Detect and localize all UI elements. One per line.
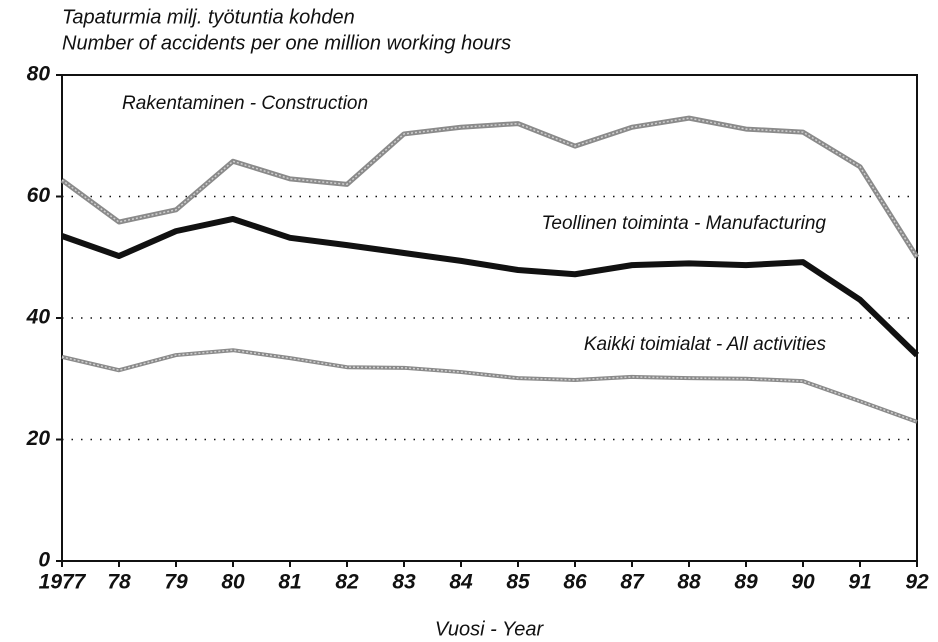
x-tick-label: 85 bbox=[506, 571, 530, 594]
y-tick-label: 80 bbox=[27, 63, 51, 86]
x-axis-label: Vuosi - Year bbox=[435, 618, 545, 640]
y-tick-label: 60 bbox=[27, 184, 51, 207]
x-tick-label: 92 bbox=[905, 571, 929, 594]
x-tick-label: 78 bbox=[107, 571, 131, 594]
x-tick-label: 82 bbox=[335, 571, 359, 594]
y-tick-label: 20 bbox=[26, 427, 51, 450]
x-tick-label: 90 bbox=[791, 571, 815, 594]
series-line bbox=[61, 215, 920, 358]
x-tick-label: 81 bbox=[278, 571, 301, 594]
series-line bbox=[60, 115, 920, 259]
x-tick-label: 84 bbox=[449, 571, 473, 594]
y-tick-label: 40 bbox=[26, 306, 51, 329]
x-tick-label: 86 bbox=[563, 571, 587, 594]
x-tick-label: 83 bbox=[392, 571, 416, 594]
series-line-texture bbox=[61, 117, 918, 258]
y-tick-label: 0 bbox=[38, 549, 50, 572]
x-tick-label: 88 bbox=[677, 571, 701, 594]
x-tick-label: 80 bbox=[221, 571, 245, 594]
x-tick-label: 91 bbox=[848, 571, 871, 594]
chart-title: Tapaturmia milj. työtuntia kohden bbox=[62, 6, 355, 28]
series-label: Teollinen toiminta - Manufacturing bbox=[542, 213, 827, 234]
series-label: Rakentaminen - Construction bbox=[122, 93, 368, 114]
series-label: Kaikki toimialat - All activities bbox=[584, 334, 827, 355]
x-tick-label: 79 bbox=[164, 571, 188, 594]
x-tick-label: 89 bbox=[734, 571, 758, 594]
x-tick-label: 1977 bbox=[39, 571, 87, 594]
chart-subtitle: Number of accidents per one million work… bbox=[62, 32, 511, 54]
series-line bbox=[61, 348, 918, 424]
x-tick-label: 87 bbox=[620, 571, 645, 594]
series-line-texture bbox=[61, 349, 918, 423]
